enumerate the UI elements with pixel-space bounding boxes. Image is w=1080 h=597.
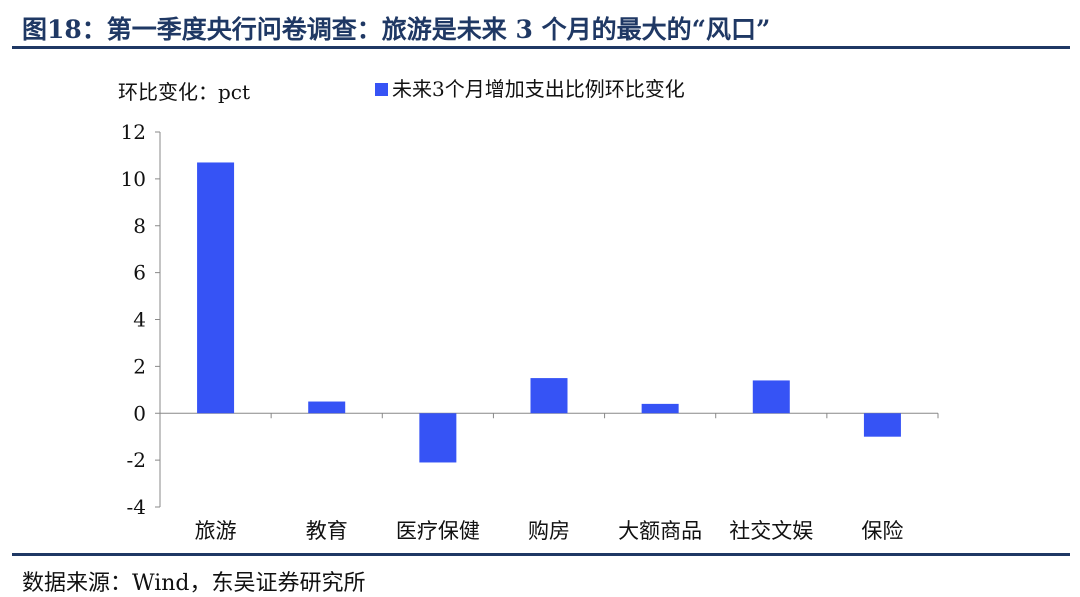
x-tick-label: 医疗保健 (396, 519, 480, 543)
y-tick-label: 2 (133, 354, 146, 378)
figure-title: 图18：第一季度央行问卷调查：旅游是未来 3 个月的最大的“风口” (22, 15, 771, 44)
bar (863, 413, 901, 437)
x-tick-label: 社交文娱 (729, 519, 813, 543)
bars (197, 162, 901, 463)
y-tick-label: -2 (127, 448, 146, 472)
bar (419, 413, 457, 463)
y-tick-label: 4 (133, 308, 146, 332)
bar (530, 378, 568, 414)
y-axis-title: 环比变化：pct (118, 80, 250, 104)
x-tick-label: 保险 (861, 519, 903, 543)
bar (641, 403, 679, 414)
title-rule (12, 46, 1070, 49)
legend-label: 未来3个月增加支出比例环比变化 (392, 77, 685, 101)
bar (752, 380, 790, 414)
axes: -4 -2 0 2 4 6 8 10 12 (121, 120, 939, 519)
x-tick-labels: 旅游 教育 医疗保健 购房 大额商品 社交文娱 保险 (195, 519, 904, 543)
x-tick-label: 购房 (528, 519, 570, 543)
footer-rule (12, 553, 1070, 556)
x-tick-label: 旅游 (195, 519, 237, 543)
x-tick-label: 大额商品 (618, 519, 702, 543)
x-tick-label: 教育 (306, 519, 348, 543)
y-tick-label: 12 (121, 120, 146, 144)
y-tick-label: 8 (133, 214, 146, 238)
source-note: 数据来源：Wind，东吴证券研究所 (22, 571, 366, 596)
y-tick-label: -4 (127, 495, 146, 519)
legend-swatch (375, 83, 388, 96)
y-tick-label: 0 (133, 401, 146, 425)
bar-chart: 环比变化：pct 未来3个月增加支出比例环比变化 -4 -2 0 2 4 6 8 10 12 旅… (118, 77, 939, 543)
y-tick-label: 10 (121, 167, 146, 191)
y-tick-label: 6 (133, 261, 146, 285)
bar (197, 162, 235, 414)
bar (308, 401, 346, 414)
